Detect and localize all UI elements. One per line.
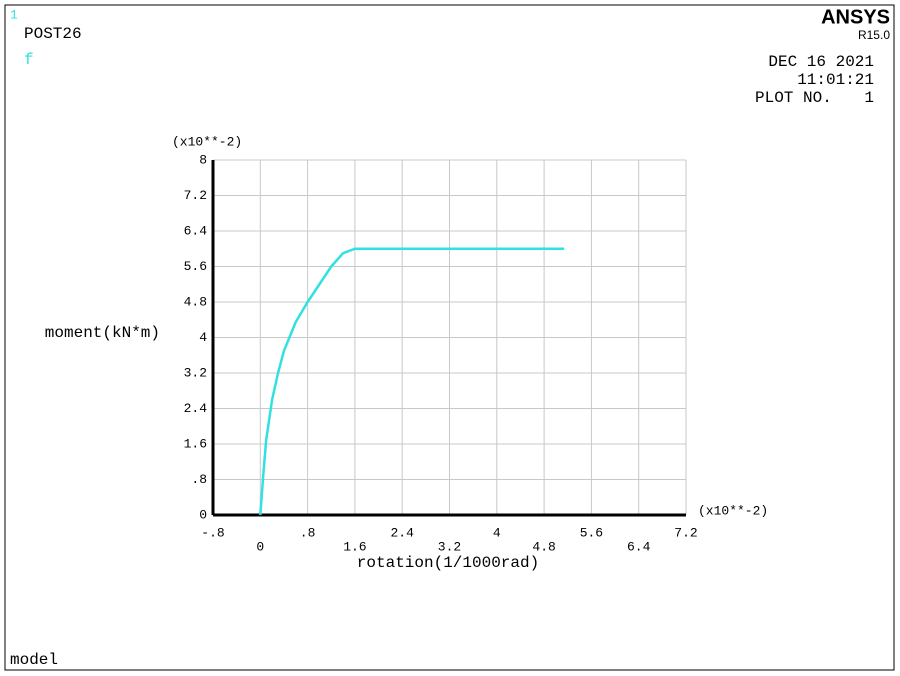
brand: ANSYS [821, 6, 890, 28]
x-tick-label: .8 [300, 525, 316, 540]
x-tick-label: 4.8 [532, 539, 555, 554]
x-tick-label: 1.6 [343, 539, 366, 554]
y-axis-label: moment(kN*m) [45, 324, 160, 342]
x-tick-label: 6.4 [627, 539, 651, 554]
x-tick-label: 2.4 [390, 525, 414, 540]
y-tick-label: 8 [199, 152, 207, 167]
x-tick-label: 5.6 [580, 525, 603, 540]
x-axis-label: rotation(1/1000rad) [357, 554, 539, 572]
data-line [259, 247, 565, 516]
x-tick-label: -.8 [201, 525, 224, 540]
y-multiplier: (x10**-2) [172, 134, 242, 149]
plot-number: 1 [864, 89, 874, 107]
window-number: 1 [10, 7, 18, 22]
x-multiplier: (x10**-2) [698, 503, 768, 518]
y-tick-label: 7.2 [184, 188, 207, 203]
y-tick-label: 2.4 [184, 401, 208, 416]
plot-label: PLOT NO. [755, 89, 832, 107]
y-tick-label: 5.6 [184, 259, 207, 274]
date: DEC 16 2021 [768, 53, 874, 71]
legend-entry: f [24, 51, 34, 69]
y-tick-label: 4.8 [184, 294, 207, 309]
x-tick-label: 3.2 [438, 539, 461, 554]
x-tick-label: 7.2 [674, 525, 697, 540]
x-tick-label: 0 [256, 539, 264, 554]
y-tick-label: .8 [191, 472, 207, 487]
x-tick-label: 4 [493, 525, 501, 540]
footer: model [10, 651, 58, 669]
y-tick-label: 0 [199, 507, 207, 522]
y-tick-label: 6.4 [184, 223, 208, 238]
program: POST26 [24, 25, 82, 43]
version: R15.0 [858, 28, 890, 42]
y-tick-label: 3.2 [184, 365, 207, 380]
y-tick-label: 4 [199, 330, 207, 345]
time: 11:01:21 [797, 71, 874, 89]
y-tick-label: 1.6 [184, 436, 207, 451]
